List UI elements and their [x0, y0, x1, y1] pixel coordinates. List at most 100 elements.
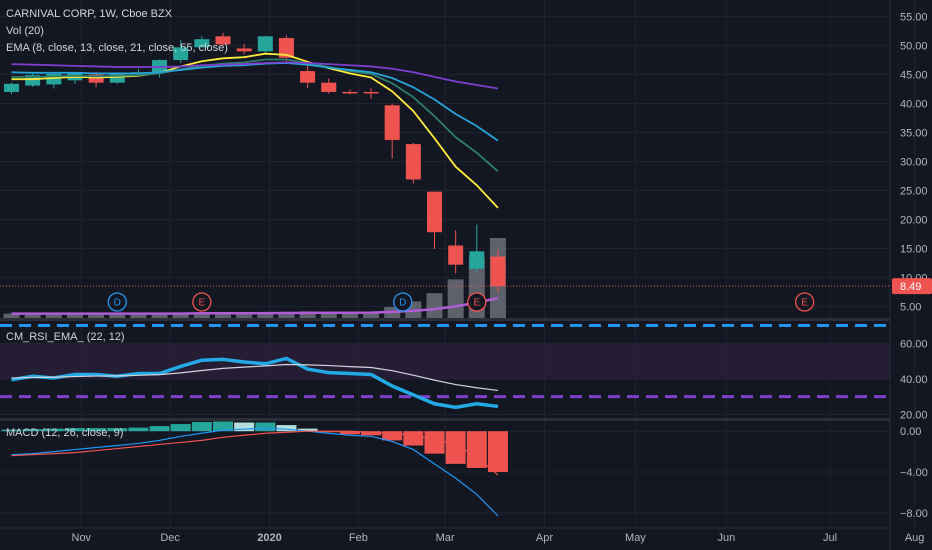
volume-legend[interactable]: Vol (20) [6, 25, 44, 37]
signal-line [11, 430, 499, 476]
candle-body [215, 36, 231, 45]
rsi-series [0, 324, 890, 410]
macd-histogram-bar [255, 422, 276, 432]
ema-line [11, 58, 499, 173]
ema-series [11, 52, 499, 209]
candle-body [278, 38, 294, 58]
macd-histogram-bar [424, 431, 445, 454]
candle[interactable] [215, 32, 231, 46]
earnings-marker[interactable]: E [467, 292, 487, 312]
ema-legend[interactable]: EMA (8, close, 13, close, 21, close, 55,… [6, 42, 228, 54]
pane-separator[interactable] [0, 418, 890, 421]
candle[interactable] [342, 89, 358, 95]
macd-histogram-bar [128, 427, 149, 432]
macd-histogram-bar [64, 428, 85, 432]
pane-separators[interactable] [0, 0, 891, 550]
candle-body [427, 191, 442, 233]
time-tick-label: Aug [905, 532, 925, 544]
candle-body [236, 48, 252, 52]
volume-bar [341, 312, 358, 318]
candle[interactable] [448, 230, 464, 274]
macd-histogram-bar [22, 429, 43, 432]
price-tick-label: 55.00 [900, 12, 928, 24]
pane-separator[interactable] [0, 318, 890, 321]
time-tick-label: Dec [160, 532, 180, 544]
symbol-title[interactable]: CARNIVAL CORP, 1W, Cboe BZX [6, 8, 173, 20]
volume-bar [299, 311, 316, 318]
marker-letter: D [114, 298, 121, 309]
candle[interactable] [384, 103, 400, 159]
macd-histogram-bar [276, 425, 297, 432]
earnings-marker[interactable]: E [192, 292, 212, 312]
candle[interactable] [4, 82, 19, 95]
volume-bar [363, 311, 380, 318]
candle-body [490, 256, 506, 287]
candle-body [109, 73, 125, 83]
macd-histogram-bar [403, 431, 424, 446]
axes: 5.0010.0015.0020.0025.0030.0035.0040.004… [0, 12, 932, 544]
time-tick-label: Jul [823, 532, 837, 544]
marker-letter: E [473, 298, 480, 309]
macd-histogram-bar [213, 421, 233, 432]
marker-circle [192, 292, 212, 312]
rsi-ema-line [11, 363, 499, 392]
earnings-marker[interactable]: E [794, 292, 815, 312]
dividend-marker[interactable]: D [107, 292, 127, 312]
time-tick-label: 2020 [257, 532, 281, 544]
rsi-tick-label: 60.00 [900, 338, 928, 350]
macd-histogram-bar [107, 428, 128, 432]
marker-letter: D [399, 298, 406, 309]
candle-body [257, 36, 273, 52]
macd-legend[interactable]: MACD (12, 26, close, 9) [6, 427, 124, 439]
candle-body [173, 47, 189, 61]
volume-ma-line [11, 296, 499, 315]
volume-bar [130, 313, 147, 318]
candle[interactable] [321, 78, 337, 94]
price-tick-label: 35.00 [900, 128, 928, 140]
candle[interactable] [278, 35, 294, 62]
candle[interactable] [173, 39, 189, 63]
volume-bar [193, 313, 210, 318]
macd-tick-label: −4.00 [900, 467, 928, 479]
volume-bar [172, 312, 189, 318]
candle[interactable] [490, 249, 506, 292]
macd-histogram-bar [339, 431, 360, 435]
volume-bar [278, 311, 295, 318]
dividend-marker[interactable]: D [393, 292, 413, 312]
candle[interactable] [405, 142, 421, 184]
candle[interactable] [469, 224, 485, 272]
time-tick-label: Mar [436, 532, 455, 544]
price-tick-label: 40.00 [900, 99, 928, 111]
ema-line [11, 52, 499, 209]
volume-bar [257, 312, 274, 318]
marker-circle [467, 292, 487, 312]
candle-body [88, 74, 104, 83]
macd-series [1, 421, 508, 517]
candle[interactable] [363, 87, 379, 99]
candlestick-series[interactable] [4, 32, 506, 292]
candle-body [469, 251, 485, 269]
time-tick-label: May [625, 532, 646, 544]
candle[interactable] [257, 35, 273, 54]
candle-body [321, 82, 337, 92]
macd-histogram-bar [361, 431, 382, 436]
macd-histogram-bar [297, 428, 318, 432]
candle-body [46, 73, 62, 85]
volume-bar [66, 314, 83, 318]
candle[interactable] [300, 64, 316, 88]
volume-bar [236, 313, 253, 318]
volume-bar [88, 313, 105, 318]
candle[interactable] [427, 191, 442, 250]
volume-bar [320, 311, 337, 318]
rsi-legend[interactable]: CM_RSI_EMA_ (22, 12) [6, 331, 125, 343]
candle[interactable] [236, 43, 252, 55]
time-tick-label: Feb [349, 532, 368, 544]
marker-letter: E [801, 298, 808, 309]
candle-body [448, 245, 464, 265]
candle[interactable] [194, 35, 210, 48]
price-tick-label: 25.00 [900, 185, 928, 197]
candle-body [194, 39, 210, 48]
